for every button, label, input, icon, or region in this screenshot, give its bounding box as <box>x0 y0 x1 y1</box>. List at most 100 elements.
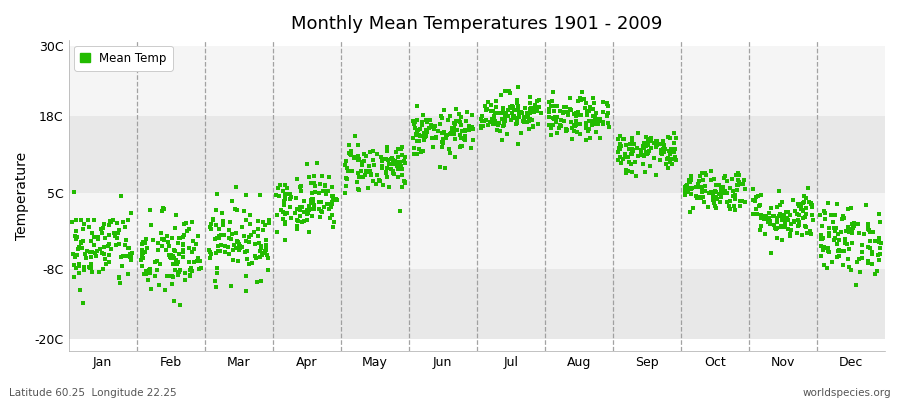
Point <box>307 206 321 213</box>
Point <box>636 143 651 149</box>
Point <box>788 208 802 214</box>
Point <box>452 111 466 118</box>
Point <box>821 248 835 254</box>
Point <box>379 156 393 162</box>
Point <box>173 302 187 308</box>
Point <box>662 134 677 141</box>
Point <box>489 104 503 110</box>
Point <box>650 142 664 148</box>
Point <box>82 224 96 230</box>
Point <box>84 265 98 272</box>
Point <box>302 174 316 180</box>
Point <box>123 254 138 260</box>
Point <box>293 184 308 190</box>
Point <box>714 192 728 199</box>
Point <box>297 209 311 215</box>
Point <box>542 114 556 120</box>
Point <box>212 226 226 233</box>
Point <box>239 248 254 254</box>
Point <box>854 255 868 262</box>
Point <box>568 122 582 129</box>
Point <box>243 220 257 227</box>
Point <box>642 148 656 154</box>
Point <box>176 234 190 240</box>
Point <box>202 246 216 253</box>
Point <box>259 242 274 248</box>
Point <box>718 188 733 194</box>
Point <box>717 175 732 181</box>
Point <box>364 171 378 177</box>
Point <box>845 221 859 227</box>
Point <box>112 227 127 234</box>
Point <box>447 131 462 138</box>
Point <box>593 135 608 141</box>
Point <box>724 206 738 212</box>
Point <box>166 247 181 254</box>
Point <box>102 222 116 228</box>
Point <box>329 196 344 202</box>
Point <box>818 210 832 216</box>
Point <box>798 213 813 220</box>
Point <box>125 250 140 256</box>
Point <box>569 110 583 116</box>
Point <box>306 172 320 179</box>
Point <box>358 169 373 176</box>
Point <box>155 236 169 242</box>
Point <box>172 234 186 241</box>
Point <box>114 254 129 260</box>
Point <box>559 126 573 133</box>
Point <box>81 264 95 270</box>
Point <box>210 235 224 241</box>
Point <box>635 161 650 168</box>
Point <box>342 150 356 157</box>
Point <box>678 189 692 195</box>
Point <box>327 219 341 225</box>
Point <box>110 230 124 236</box>
Point <box>278 192 293 198</box>
Point <box>571 112 585 118</box>
Point <box>380 148 394 154</box>
Point <box>612 145 626 151</box>
Point <box>783 231 797 237</box>
Point <box>448 121 463 127</box>
Point <box>151 240 166 246</box>
Point <box>806 217 821 224</box>
Point <box>828 234 842 241</box>
Point <box>662 158 677 165</box>
Point <box>669 135 683 141</box>
Point <box>545 89 560 96</box>
Point <box>614 143 628 149</box>
Point <box>67 189 81 196</box>
Point <box>290 223 304 230</box>
Point <box>679 184 693 190</box>
Point <box>656 138 670 144</box>
Point <box>850 259 864 266</box>
Point <box>816 208 831 214</box>
Point <box>193 257 207 264</box>
Point <box>694 185 708 192</box>
Point <box>595 119 609 126</box>
Point <box>388 158 402 164</box>
Point <box>302 229 316 235</box>
Point <box>722 203 736 210</box>
Point <box>682 176 697 183</box>
Point <box>135 241 149 247</box>
Point <box>748 198 762 204</box>
Point <box>226 247 240 253</box>
Point <box>682 179 697 186</box>
Point <box>150 247 165 253</box>
Point <box>631 153 645 159</box>
Point <box>506 104 520 110</box>
Point <box>489 98 503 104</box>
Point <box>110 235 124 241</box>
Point <box>254 278 268 284</box>
Point <box>523 110 537 116</box>
Point <box>330 196 345 203</box>
Point <box>580 112 594 118</box>
Point <box>142 270 157 276</box>
Point <box>692 194 706 200</box>
Point <box>314 208 328 214</box>
Point <box>662 134 676 140</box>
Point <box>487 114 501 120</box>
Point <box>806 216 821 223</box>
